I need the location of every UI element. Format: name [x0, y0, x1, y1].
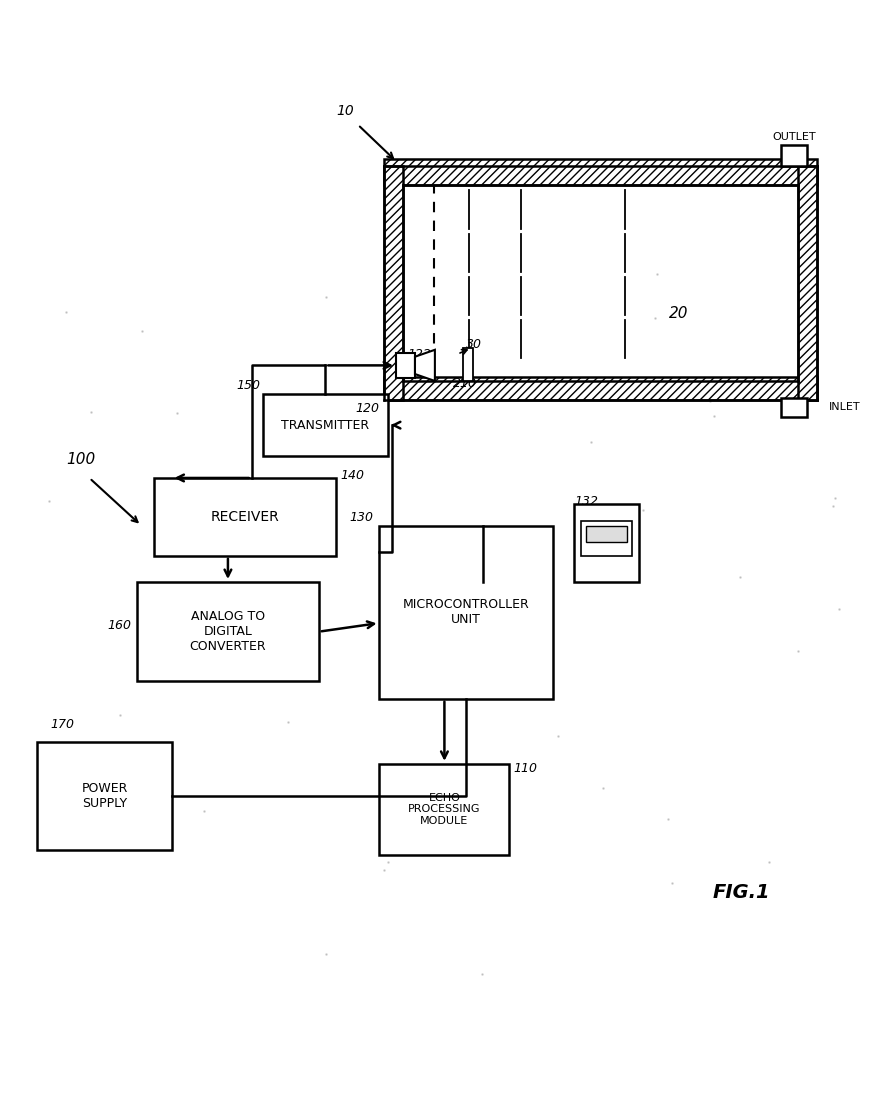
- Point: [703, 393, 717, 410]
- Text: 132: 132: [575, 495, 598, 508]
- Point: [197, 802, 211, 820]
- Point: [85, 403, 99, 420]
- Point: [386, 265, 400, 282]
- Text: 20: 20: [669, 306, 688, 321]
- Point: [319, 288, 333, 306]
- Text: 10: 10: [336, 103, 354, 118]
- Text: POWER
SUPPLY: POWER SUPPLY: [81, 782, 127, 811]
- Text: 170: 170: [51, 718, 74, 731]
- Point: [403, 600, 417, 618]
- Bar: [384, 377, 817, 400]
- Text: 120: 120: [356, 403, 379, 415]
- Point: [58, 304, 72, 321]
- Text: INLET: INLET: [829, 403, 861, 413]
- Bar: [396, 354, 415, 378]
- Text: 160: 160: [107, 618, 131, 632]
- Text: 150: 150: [236, 379, 260, 391]
- Bar: [137, 582, 319, 682]
- Point: [42, 492, 56, 509]
- Polygon shape: [415, 350, 435, 381]
- Point: [113, 706, 127, 724]
- Point: [661, 811, 675, 828]
- Bar: [582, 520, 632, 556]
- Point: [584, 433, 598, 450]
- Bar: [781, 398, 807, 417]
- Text: 122: 122: [407, 348, 432, 361]
- Point: [665, 874, 679, 892]
- Point: [762, 853, 776, 871]
- Bar: [37, 742, 172, 851]
- Point: [551, 727, 565, 745]
- Bar: [379, 526, 553, 698]
- Text: 100: 100: [66, 451, 95, 467]
- Bar: [575, 504, 639, 582]
- Text: MICROCONTROLLER
UNIT: MICROCONTROLLER UNIT: [403, 598, 529, 626]
- Point: [833, 600, 847, 618]
- Text: RECEIVER: RECEIVER: [211, 510, 280, 524]
- Point: [305, 582, 319, 599]
- Point: [671, 377, 685, 395]
- Text: TRANSMITTER: TRANSMITTER: [282, 419, 370, 431]
- Text: 110: 110: [514, 762, 538, 775]
- Point: [381, 853, 395, 871]
- Bar: [379, 764, 509, 855]
- Point: [648, 309, 662, 327]
- Point: [651, 265, 664, 282]
- Bar: [384, 159, 817, 186]
- Point: [707, 407, 721, 425]
- Point: [475, 965, 489, 983]
- Point: [791, 643, 805, 661]
- Point: [596, 778, 610, 796]
- Point: [400, 572, 414, 589]
- Bar: [781, 145, 807, 167]
- Point: [826, 497, 840, 515]
- Text: 210: 210: [453, 377, 477, 390]
- Text: 130: 130: [350, 510, 373, 524]
- Point: [733, 568, 747, 586]
- Text: ANALOG TO
DIGITAL
CONVERTER: ANALOG TO DIGITAL CONVERTER: [189, 610, 266, 653]
- Point: [170, 405, 184, 423]
- Point: [281, 714, 295, 732]
- Bar: [384, 167, 403, 400]
- Bar: [462, 348, 473, 381]
- Text: OUTLET: OUTLET: [773, 132, 816, 142]
- Bar: [154, 478, 336, 556]
- Point: [319, 945, 333, 963]
- Text: 140: 140: [340, 469, 364, 481]
- Bar: [262, 394, 388, 456]
- Point: [377, 861, 391, 878]
- Bar: [586, 527, 627, 543]
- Point: [135, 322, 149, 340]
- Point: [637, 502, 651, 519]
- Text: FIG.1: FIG.1: [712, 883, 771, 902]
- Point: [541, 373, 555, 390]
- Text: 30: 30: [466, 338, 482, 350]
- Bar: [798, 167, 817, 400]
- Point: [828, 489, 842, 507]
- Text: ECHO
PROCESSING
MODULE: ECHO PROCESSING MODULE: [408, 793, 480, 826]
